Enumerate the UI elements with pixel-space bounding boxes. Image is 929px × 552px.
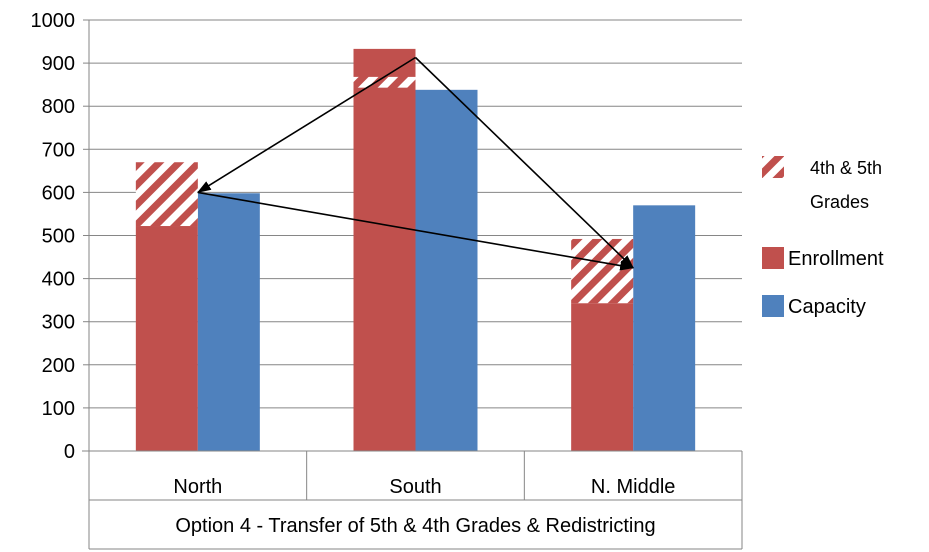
y-tick-label: 200 xyxy=(42,355,75,377)
y-axis-tick-labels: 0 100 200 300 400 500 600 700 800 900 1000 xyxy=(31,10,76,463)
legend-swatch-4th-5th-grades xyxy=(762,156,784,178)
bar-capacity-south xyxy=(415,89,478,452)
legend-label: Capacity xyxy=(788,296,866,318)
hatched-segment-north xyxy=(135,162,198,227)
transfer-arrow xyxy=(197,191,635,271)
y-tick-label: 700 xyxy=(42,139,75,161)
y-tick-label: 1000 xyxy=(31,10,76,32)
hatched-segment-n-middle xyxy=(571,238,634,304)
y-tick-label: 400 xyxy=(42,269,75,291)
bar-capacity-north xyxy=(197,193,260,451)
bar-enrollment-north xyxy=(135,226,198,451)
y-tick-label: 800 xyxy=(42,96,75,118)
transfer-arrow xyxy=(196,56,416,194)
hatched-segment-south xyxy=(353,76,416,88)
y-tick-label: 900 xyxy=(42,53,75,75)
y-tick-label: 100 xyxy=(42,398,75,420)
transfer-arrows xyxy=(196,56,635,271)
legend-label: Enrollment xyxy=(788,248,884,270)
bar-capacity-n-middle xyxy=(633,205,696,451)
x-axis-title: Option 4 - Transfer of 5th & 4th Grades … xyxy=(175,515,655,537)
x-tick-label: N. Middle xyxy=(591,476,675,498)
legend-swatch-capacity xyxy=(762,295,784,317)
y-tick-label: 500 xyxy=(42,226,75,248)
x-axis-category-labels: North South N. Middle xyxy=(173,476,675,498)
legend-swatch-enrollment xyxy=(762,247,784,269)
y-tick-label: 0 xyxy=(64,441,75,463)
legend: 4th & 5th Grades Enrollment Capacity xyxy=(762,156,884,318)
x-tick-label: North xyxy=(173,476,222,498)
bars xyxy=(135,48,696,452)
y-tick-label: 300 xyxy=(42,312,75,334)
x-tick-label: South xyxy=(389,476,441,498)
bar-enrollment-n-middle xyxy=(571,303,634,451)
y-tick-label: 600 xyxy=(42,182,75,204)
bar-enrollment-south xyxy=(353,48,416,451)
legend-label: Grades xyxy=(810,192,869,212)
transfer-arrow xyxy=(414,56,634,269)
legend-label: 4th & 5th xyxy=(810,158,882,178)
axes xyxy=(82,19,743,550)
